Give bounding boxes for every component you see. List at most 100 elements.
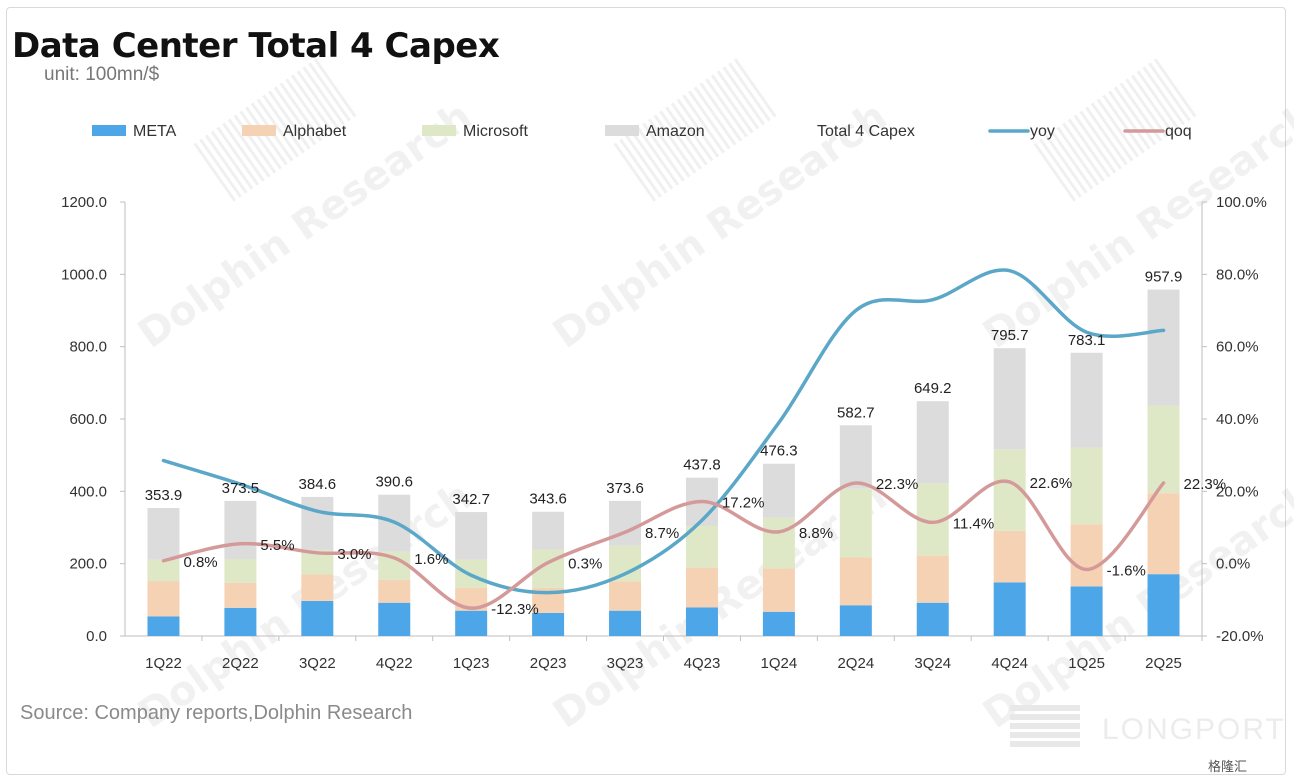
chart-unit: unit: 100mn/$: [44, 64, 160, 85]
total-label: 343.6: [529, 491, 567, 508]
bar-amazon: [224, 500, 257, 559]
total-label: 795.7: [991, 327, 1029, 344]
legend-label-yoy: yoy: [1030, 123, 1055, 140]
qoq-label: 1.6%: [414, 551, 448, 568]
y2-tick-label: -20.0%: [1216, 628, 1264, 645]
bar-meta: [1070, 586, 1103, 636]
bar-microsoft: [762, 517, 795, 569]
chart-title: Data Center Total 4 Capex: [12, 26, 500, 66]
qoq-label: 0.3%: [568, 556, 602, 573]
total-label: 384.6: [299, 476, 337, 493]
legend-swatch-microsoft: [422, 125, 456, 136]
bar-alphabet: [147, 581, 180, 617]
x-tick-label: 3Q22: [299, 655, 336, 672]
y-tick-label: 600.0: [69, 411, 107, 428]
y2-tick-label: 60.0%: [1216, 339, 1259, 356]
bar-alphabet: [1147, 493, 1180, 575]
line-yoy: [161, 268, 1166, 595]
bar-meta: [609, 610, 642, 636]
x-tick-label: 3Q23: [607, 655, 644, 672]
x-tick-label: 4Q22: [376, 655, 413, 672]
qoq-label: -1.6%: [1107, 562, 1146, 579]
legend-label-total-4-capex: Total 4 Capex: [817, 123, 915, 140]
y-tick-label: 1000.0: [61, 266, 107, 283]
y-tick-label: 800.0: [69, 339, 107, 356]
qoq-label: 8.7%: [645, 525, 679, 542]
x-tick-label: 2Q24: [837, 655, 874, 672]
bar-meta: [1147, 574, 1180, 636]
bar-amazon: [993, 348, 1026, 450]
qoq-label: 22.3%: [876, 476, 919, 493]
total-label: 649.2: [914, 380, 952, 397]
bar-microsoft: [609, 545, 642, 582]
x-tick-label: 2Q22: [222, 655, 259, 672]
bar-alphabet: [1070, 524, 1103, 587]
legend-swatch-amazon: [605, 125, 639, 136]
legend-label-alphabet: Alphabet: [283, 123, 347, 140]
legend-label-amazon: Amazon: [646, 123, 705, 140]
total-label: 783.1: [1068, 332, 1106, 349]
total-label: 476.3: [760, 443, 798, 460]
bar-alphabet: [609, 581, 642, 611]
x-tick-label: 1Q23: [453, 655, 490, 672]
gelonghui-badge: 格隆汇: [1208, 759, 1248, 774]
source-note: Source: Company reports,Dolphin Research: [20, 702, 413, 724]
bar-amazon: [609, 500, 642, 546]
y-tick-label: 0.0: [86, 628, 107, 645]
longport-logo-text: LONGPORT: [1102, 713, 1286, 746]
y2-tick-label: 100.0%: [1216, 194, 1267, 211]
x-tick-label: 4Q23: [684, 655, 721, 672]
total-label: 373.6: [606, 480, 644, 497]
y-tick-label: 1200.0: [61, 194, 107, 211]
total-label: 437.8: [683, 457, 721, 474]
longport-logo: LONGPORT: [1010, 705, 1284, 750]
bar-amazon: [1070, 352, 1103, 448]
y-tick-label: 200.0: [69, 556, 107, 573]
bar-meta: [762, 611, 795, 636]
bar-alphabet: [685, 567, 718, 608]
total-label: 342.7: [452, 491, 490, 508]
bar-alphabet: [839, 557, 872, 606]
bar-meta: [993, 582, 1026, 636]
x-tick-label: 2Q25: [1145, 655, 1182, 672]
bar-alphabet: [301, 574, 334, 601]
x-tick-label: 4Q24: [991, 655, 1028, 672]
bar-meta: [685, 607, 718, 636]
x-tick-label: 1Q22: [145, 655, 182, 672]
legend-label-meta: META: [133, 123, 177, 140]
x-tick-label: 3Q24: [914, 655, 951, 672]
bar-alphabet: [762, 568, 795, 612]
bar-meta: [301, 600, 334, 636]
bar-alphabet: [916, 555, 949, 603]
bar-microsoft: [147, 559, 180, 582]
x-tick-label: 1Q24: [761, 655, 798, 672]
qoq-label: 3.0%: [337, 546, 371, 563]
total-label: 353.9: [145, 487, 183, 504]
bar-meta: [916, 602, 949, 636]
qoq-label: 8.8%: [799, 525, 833, 542]
bar-amazon: [916, 401, 949, 484]
bar-microsoft: [1147, 405, 1180, 494]
total-label: 390.6: [375, 474, 413, 491]
qoq-label: 0.8%: [183, 554, 217, 571]
x-tick-label: 2Q23: [530, 655, 567, 672]
bar-meta: [224, 607, 257, 636]
x-tick-label: 1Q25: [1068, 655, 1105, 672]
bar-amazon: [455, 512, 488, 560]
bar-alphabet: [224, 582, 257, 608]
bar-amazon: [147, 508, 180, 560]
total-label: 957.9: [1145, 269, 1183, 286]
bar-meta: [378, 602, 411, 636]
bar-amazon: [839, 425, 872, 489]
y2-tick-label: 20.0%: [1216, 483, 1259, 500]
bar-amazon: [532, 511, 565, 550]
total-label: 373.5: [222, 480, 260, 497]
bar-alphabet: [993, 530, 1026, 583]
bar-amazon: [1147, 289, 1180, 406]
y2-tick-label: 0.0%: [1216, 556, 1250, 573]
y2-tick-label: 40.0%: [1216, 411, 1259, 428]
qoq-label: 11.4%: [953, 515, 994, 532]
y-tick-label: 400.0: [69, 483, 107, 500]
y2-tick-label: 80.0%: [1216, 266, 1259, 283]
